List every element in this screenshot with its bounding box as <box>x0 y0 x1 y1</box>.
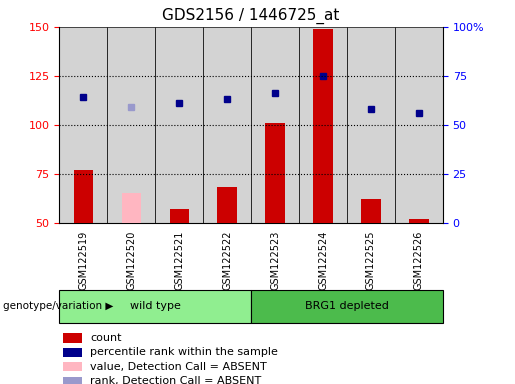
Bar <box>63 333 82 343</box>
Bar <box>59 27 107 223</box>
Bar <box>63 348 82 357</box>
Bar <box>251 27 299 223</box>
Bar <box>63 362 82 371</box>
Title: GDS2156 / 1446725_at: GDS2156 / 1446725_at <box>162 8 340 24</box>
Text: rank, Detection Call = ABSENT: rank, Detection Call = ABSENT <box>90 376 261 384</box>
Text: value, Detection Call = ABSENT: value, Detection Call = ABSENT <box>90 362 267 372</box>
Text: BRG1 depleted: BRG1 depleted <box>305 301 389 311</box>
Text: count: count <box>90 333 122 343</box>
Text: wild type: wild type <box>130 301 181 311</box>
Bar <box>314 29 333 223</box>
Text: percentile rank within the sample: percentile rank within the sample <box>90 347 278 358</box>
Bar <box>63 376 82 384</box>
Bar <box>217 187 237 223</box>
Bar <box>169 209 188 223</box>
Bar <box>409 219 428 223</box>
Bar <box>299 27 347 223</box>
Bar <box>155 27 203 223</box>
Bar <box>59 290 251 323</box>
Bar <box>347 27 395 223</box>
Bar <box>122 194 141 223</box>
Bar <box>74 170 93 223</box>
Bar <box>362 199 381 223</box>
Bar <box>107 27 155 223</box>
Text: genotype/variation ▶: genotype/variation ▶ <box>3 301 113 311</box>
Bar <box>395 27 443 223</box>
Bar <box>251 290 443 323</box>
Bar <box>265 123 285 223</box>
Bar <box>203 27 251 223</box>
